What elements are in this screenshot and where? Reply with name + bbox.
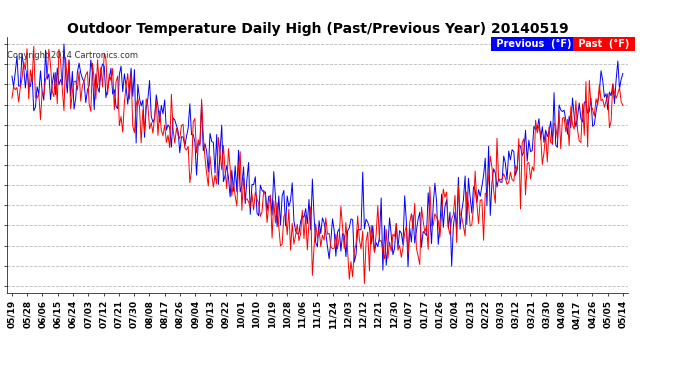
Text: Past  (°F): Past (°F) xyxy=(575,39,633,50)
Text: Previous  (°F): Previous (°F) xyxy=(493,39,575,50)
Text: Copyright 2014 Cartronics.com: Copyright 2014 Cartronics.com xyxy=(7,51,138,60)
Title: Outdoor Temperature Daily High (Past/Previous Year) 20140519: Outdoor Temperature Daily High (Past/Pre… xyxy=(67,22,568,36)
